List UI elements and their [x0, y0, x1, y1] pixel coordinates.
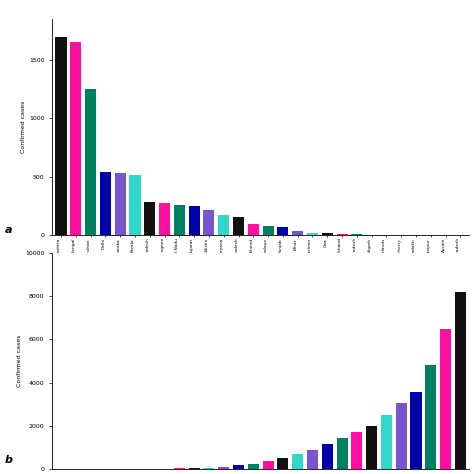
Bar	[248, 464, 259, 469]
Bar	[410, 392, 421, 469]
Bar	[337, 438, 347, 469]
Y-axis label: Confirmed cases: Confirmed cases	[18, 335, 22, 387]
Bar	[292, 231, 303, 236]
Bar	[189, 468, 200, 469]
Bar	[159, 203, 170, 236]
Bar	[351, 432, 363, 469]
Bar	[203, 467, 214, 469]
Bar	[233, 217, 244, 236]
Bar	[425, 365, 437, 469]
Bar	[203, 210, 214, 236]
Bar	[307, 233, 318, 236]
Bar	[144, 201, 155, 236]
Bar	[277, 458, 289, 469]
Bar	[263, 461, 273, 469]
Bar	[100, 172, 111, 236]
Text: a: a	[5, 225, 12, 235]
Bar	[263, 226, 273, 236]
Y-axis label: Confirmed cases: Confirmed cases	[21, 101, 26, 154]
Bar	[322, 233, 333, 236]
Bar	[455, 292, 466, 469]
Bar	[55, 36, 66, 236]
Bar	[277, 227, 289, 236]
Bar	[233, 465, 244, 469]
Bar	[70, 42, 82, 236]
Bar	[322, 444, 333, 469]
Bar	[366, 235, 377, 236]
Bar	[292, 454, 303, 469]
Bar	[307, 450, 318, 469]
Bar	[351, 234, 363, 236]
Text: b: b	[5, 455, 13, 465]
Bar	[337, 234, 347, 236]
Bar	[174, 468, 185, 469]
Bar	[218, 215, 229, 236]
Bar	[218, 467, 229, 469]
Bar	[85, 89, 96, 236]
Bar	[129, 174, 140, 236]
Bar	[440, 329, 451, 469]
Bar	[396, 403, 407, 469]
Bar	[115, 173, 126, 236]
Bar	[248, 224, 259, 236]
Bar	[189, 206, 200, 236]
Bar	[366, 426, 377, 469]
Bar	[174, 205, 185, 236]
Bar	[381, 415, 392, 469]
